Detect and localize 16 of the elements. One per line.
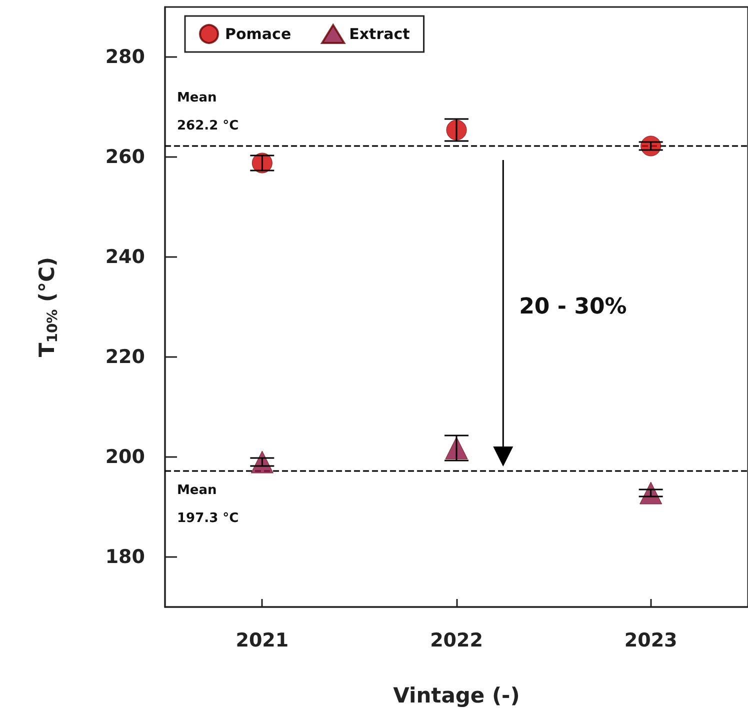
y-tick-label: 240 [105, 246, 145, 268]
x-axis-title: Vintage (-) [393, 684, 520, 708]
y-tick-label: 220 [105, 346, 145, 368]
ref-line-label: Mean 262.2 °C [177, 90, 239, 134]
legend-label: Pomace [225, 25, 292, 43]
y-tick-label: 280 [105, 46, 145, 68]
x-tick-label: 2021 [236, 630, 289, 652]
ref-line-label: Mean 197.3 °C [177, 483, 239, 526]
y-axis-title: T10% (°C) [35, 256, 61, 358]
x-tick-label: 2022 [430, 630, 483, 652]
y-tick-label: 200 [105, 446, 145, 468]
x-tick-label: 2023 [624, 630, 678, 652]
legend-label: Extract [349, 25, 410, 43]
annotation: 20 - 30% [519, 294, 627, 320]
y-tick-label: 260 [105, 146, 145, 168]
y-tick-label: 180 [105, 546, 145, 568]
